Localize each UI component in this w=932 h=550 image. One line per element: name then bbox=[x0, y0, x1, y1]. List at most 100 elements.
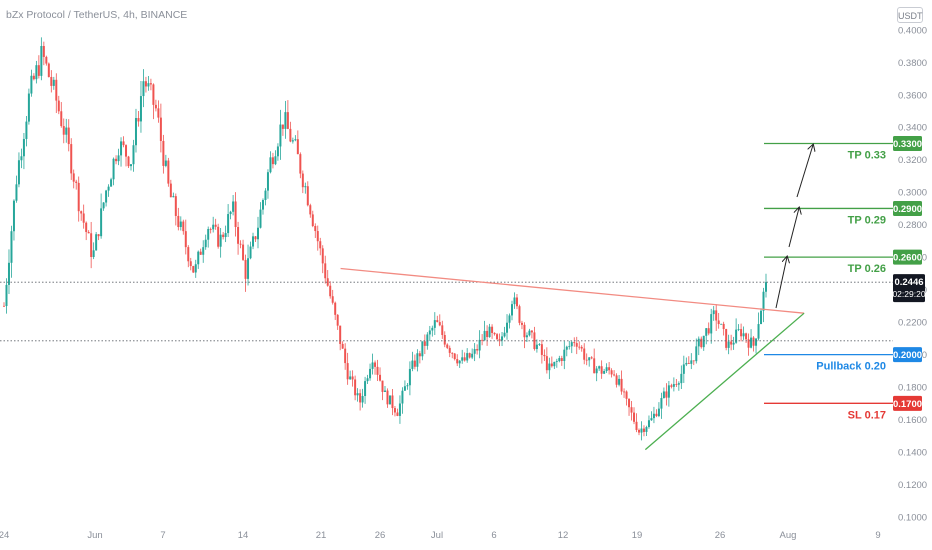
drawings-layer: TP 0.33 TP 0.29 TP 0.26 Pullback 0.20 SL 0.1… bbox=[0, 142, 893, 451]
candle-body bbox=[493, 332, 496, 335]
candle-body bbox=[194, 264, 197, 273]
x-tick-label: Jun bbox=[87, 530, 102, 541]
level-label-tp: TP 0.29 bbox=[848, 214, 886, 226]
candle bbox=[573, 337, 576, 347]
candle-body bbox=[575, 343, 578, 347]
candle-body bbox=[468, 353, 471, 358]
candle bbox=[127, 155, 130, 169]
candle-body bbox=[401, 390, 404, 404]
candle-body bbox=[727, 341, 730, 348]
candle-body bbox=[697, 338, 700, 347]
candle bbox=[276, 143, 279, 161]
candle bbox=[102, 202, 105, 211]
candle-body bbox=[12, 200, 15, 232]
candle-body bbox=[461, 357, 464, 361]
candle-body bbox=[179, 221, 182, 228]
candle bbox=[107, 184, 110, 197]
candle bbox=[229, 210, 232, 220]
candle-body bbox=[710, 314, 713, 334]
level-label-pullback: Pullback 0.20 bbox=[816, 361, 886, 373]
level-tag-text: 0.2000 bbox=[893, 350, 922, 361]
candle bbox=[638, 428, 640, 436]
candle-body bbox=[458, 360, 461, 364]
candle bbox=[120, 137, 123, 167]
candle bbox=[179, 216, 182, 231]
candle bbox=[7, 249, 10, 294]
candle bbox=[259, 202, 262, 229]
candle-body bbox=[655, 413, 658, 417]
candle-body bbox=[765, 282, 767, 292]
candle bbox=[25, 115, 28, 147]
candle-body bbox=[705, 328, 708, 336]
candle bbox=[22, 132, 25, 170]
candle-body bbox=[301, 173, 304, 188]
candle bbox=[271, 152, 274, 169]
candle-body bbox=[428, 330, 431, 335]
candle-body bbox=[533, 332, 536, 350]
candle bbox=[543, 349, 546, 361]
level-price-tag: 0.2000 bbox=[893, 347, 922, 363]
candle-body bbox=[164, 160, 167, 166]
candle bbox=[715, 304, 718, 331]
candle-body bbox=[65, 127, 68, 135]
candle-body bbox=[647, 420, 650, 428]
candle-body bbox=[45, 56, 48, 64]
candle bbox=[578, 341, 581, 350]
candle bbox=[90, 221, 93, 269]
candle-body bbox=[568, 346, 571, 348]
candle-body bbox=[403, 386, 406, 391]
candle-body bbox=[702, 335, 705, 348]
y-tick-label: 0.2200 bbox=[898, 318, 927, 329]
candle-body bbox=[361, 396, 364, 403]
currency-badge[interactable]: USDT bbox=[897, 7, 923, 23]
candle-body bbox=[615, 375, 618, 385]
candle bbox=[520, 320, 523, 330]
candle-body bbox=[5, 284, 8, 307]
candle bbox=[42, 41, 45, 66]
candle-body bbox=[82, 213, 85, 223]
candle-body bbox=[107, 186, 110, 191]
candle bbox=[563, 341, 566, 370]
candle bbox=[234, 192, 237, 237]
candle-body bbox=[635, 421, 638, 430]
candle bbox=[37, 55, 40, 79]
candle bbox=[401, 387, 404, 414]
candle bbox=[423, 334, 426, 355]
candle bbox=[712, 306, 715, 321]
candle-body bbox=[192, 266, 195, 273]
candle-body bbox=[50, 76, 53, 86]
candle bbox=[620, 370, 623, 395]
level-price-tag: 0.2900 bbox=[893, 200, 922, 216]
candle bbox=[548, 357, 551, 380]
candle bbox=[667, 380, 670, 407]
candle bbox=[50, 70, 53, 93]
candle bbox=[189, 257, 192, 271]
candle-body bbox=[518, 306, 521, 323]
candle bbox=[508, 313, 511, 329]
candle bbox=[100, 193, 103, 239]
candle-body bbox=[254, 236, 257, 240]
candle bbox=[580, 345, 583, 352]
y-tick-label: 0.1200 bbox=[898, 480, 927, 491]
level-tag-bg bbox=[893, 200, 922, 216]
candle bbox=[506, 314, 509, 340]
candle-body bbox=[120, 141, 123, 156]
candle-body bbox=[633, 412, 636, 422]
candle-body bbox=[20, 156, 23, 161]
candle bbox=[40, 37, 43, 81]
candle-body bbox=[326, 278, 329, 286]
candle-body bbox=[642, 428, 645, 432]
candle bbox=[95, 232, 98, 251]
candle-body bbox=[125, 145, 128, 157]
price-axis[interactable]: 0.4000 0.3800 0.3600 0.3400 0.3200 0.3000 0.28… bbox=[892, 25, 927, 523]
candle-body bbox=[27, 93, 30, 122]
candle-body bbox=[324, 263, 327, 279]
candle-body bbox=[47, 63, 50, 77]
time-axis[interactable]: 24 Jun 7 14 21 26 Jul 6 12 19 26 Aug 9 bbox=[0, 530, 881, 541]
x-tick-label: 26 bbox=[375, 530, 386, 541]
level-tag-bg bbox=[893, 395, 922, 411]
candle-body bbox=[553, 361, 556, 367]
candle-body bbox=[379, 374, 382, 381]
candle-body bbox=[55, 79, 58, 101]
